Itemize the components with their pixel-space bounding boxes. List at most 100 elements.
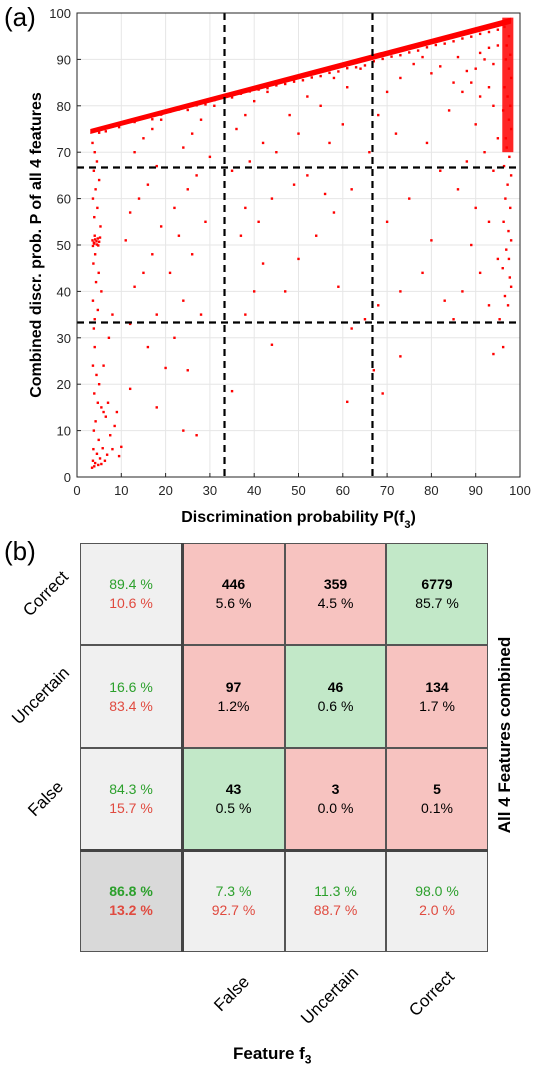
data-point [332,211,336,214]
y-tick-label: 100 [49,6,71,21]
cell-count: 134 [425,678,449,695]
data-point [93,392,96,395]
data-point [350,188,353,191]
data-point [133,285,136,288]
data-point [443,299,446,302]
matrix-cell: 6779 85.7 % [386,543,488,645]
data-point [91,197,95,200]
y-tick-label: 30 [57,331,71,346]
y-axis-title: Combined discr. prob. P of all 4 feature… [28,92,45,398]
data-point [104,415,107,418]
row-summary-wrong-pct: 15.7 % [109,800,153,816]
data-point [430,72,433,75]
data-point [478,51,482,55]
data-point [155,406,158,409]
data-point [498,318,501,321]
data-point [470,243,473,247]
data-point [186,108,189,112]
data-point [208,155,212,159]
column-summary-correct-pct: 98.0 % [415,883,459,899]
cell-percentage: 0.0 % [317,800,354,816]
data-point [100,406,103,409]
data-point [504,137,508,140]
data-point [204,220,207,223]
cell-percentage: 1.7 % [419,697,455,714]
data-point [323,192,327,196]
data-point [408,51,411,54]
data-point [230,389,234,393]
data-point [92,169,96,172]
matrix-cell: 359 4.5 % [285,543,386,645]
data-point [248,160,251,163]
data-point [310,76,313,79]
matrix-y-axis-title: All 4 Features combined [495,636,514,834]
matrix-cell: 46 0.6 % [285,645,386,748]
y-tick-label: 50 [57,238,71,253]
data-point [474,67,477,70]
data-point [177,108,181,111]
data-point [100,290,103,293]
data-point [146,183,150,186]
data-point [399,290,402,293]
data-point [508,276,512,279]
data-point [492,169,495,172]
data-point [266,90,269,94]
data-point [109,434,112,437]
x-tick-label: 100 [509,483,531,498]
data-point [92,447,95,451]
data-point [113,424,116,428]
data-point [257,220,260,223]
data-point [430,239,433,242]
column-summary-cell: 11.3 % 88.7 % [285,850,386,952]
data-point [261,262,265,265]
data-point [456,188,460,191]
data-point [199,313,203,316]
data-point [97,178,101,182]
data-point [221,95,225,99]
data-point [483,151,486,154]
cell-percentage: 0.6 % [317,697,354,714]
data-point [195,434,198,437]
data-point [492,352,495,356]
data-point [111,447,114,451]
data-point [359,67,362,70]
x-tick-label: 80 [424,483,438,498]
data-point [195,104,198,107]
overall-correct-pct: 86.8 % [109,883,153,899]
data-point [507,118,511,121]
overall-wrong-pct: 13.2 % [109,902,153,918]
data-point [509,174,513,177]
data-point [92,262,95,265]
data-point [159,113,163,116]
data-point [128,322,132,326]
data-point [439,65,442,68]
data-point [504,58,508,61]
data-point [186,369,189,372]
data-point [502,220,505,223]
column-summary-wrong-pct: 2.0 % [419,902,455,918]
y-tick-label: 0 [64,470,71,485]
data-point [399,355,402,358]
data-point [235,127,238,131]
data-point [104,130,107,133]
data-point [509,53,512,56]
data-point [253,290,256,293]
data-point [425,46,429,49]
data-point [91,299,95,302]
right-edge-band [502,17,514,153]
column-summary-correct-pct: 7.3 % [215,883,252,899]
y-tick-label: 60 [57,192,71,207]
data-point [306,95,309,98]
data-point [94,420,97,423]
y-tick-label: 40 [57,284,71,299]
data-point [275,151,278,154]
data-point [93,318,96,321]
y-tick-label: 20 [57,377,71,392]
data-point [137,197,141,200]
data-point [452,318,455,321]
row-summary-wrong-pct: 10.6 % [109,595,153,611]
row-summary-cell: 84.3 % 15.7 % [80,748,182,850]
data-point [186,188,189,191]
column-summary-cell: 7.3 % 92.7 % [182,850,285,952]
data-point [151,118,154,121]
